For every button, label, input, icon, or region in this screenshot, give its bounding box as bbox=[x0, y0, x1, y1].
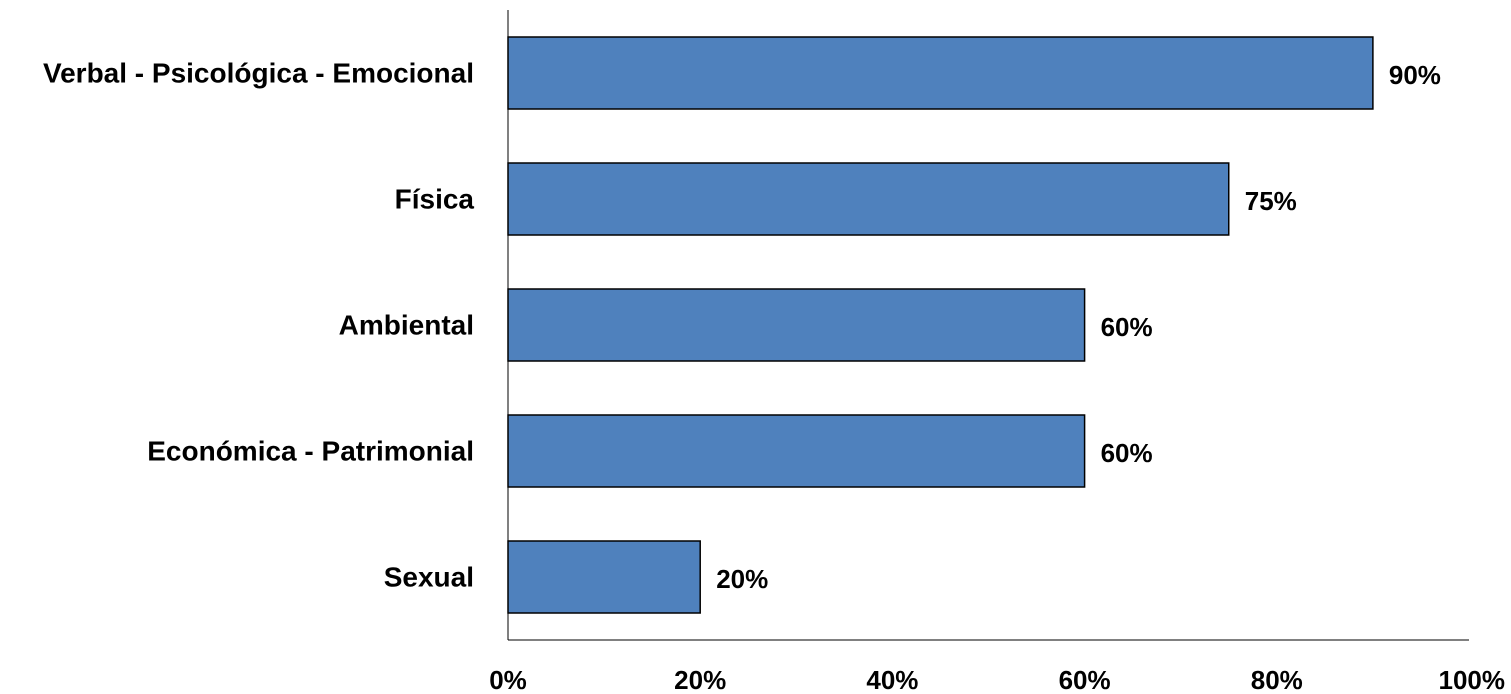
bar-4 bbox=[507, 540, 701, 614]
bars-group bbox=[507, 36, 1374, 614]
category-label-3: Económica - Patrimonial bbox=[147, 436, 474, 467]
category-label-4: Sexual bbox=[384, 562, 474, 593]
bar-0 bbox=[507, 36, 1374, 110]
x-tick-label-1: 20% bbox=[674, 665, 726, 694]
bar-1 bbox=[507, 162, 1230, 236]
category-labels: Verbal - Psicológica - Emocional Física Am… bbox=[43, 58, 474, 593]
x-tick-label-2: 40% bbox=[866, 665, 918, 694]
x-tick-label-3: 60% bbox=[1059, 665, 1111, 694]
value-label-2: 60% bbox=[1101, 312, 1153, 342]
value-labels: 90% 75% 60% 60% 20% bbox=[716, 60, 1441, 594]
value-label-1: 75% bbox=[1245, 186, 1297, 216]
x-tick-label-4: 80% bbox=[1251, 665, 1303, 694]
value-label-4: 20% bbox=[716, 564, 768, 594]
value-label-0: 90% bbox=[1389, 60, 1441, 90]
x-tick-label-5: 100% bbox=[1439, 665, 1506, 694]
bar-3 bbox=[507, 414, 1086, 488]
bar-2 bbox=[507, 288, 1086, 362]
category-label-0: Verbal - Psicológica - Emocional bbox=[43, 58, 474, 89]
value-label-3: 60% bbox=[1101, 438, 1153, 468]
x-tick-label-0: 0% bbox=[489, 665, 527, 694]
category-label-2: Ambiental bbox=[339, 310, 474, 341]
x-tick-labels: 0% 20% 40% 60% 80% 100% bbox=[489, 665, 1505, 694]
category-label-1: Física bbox=[395, 184, 475, 215]
